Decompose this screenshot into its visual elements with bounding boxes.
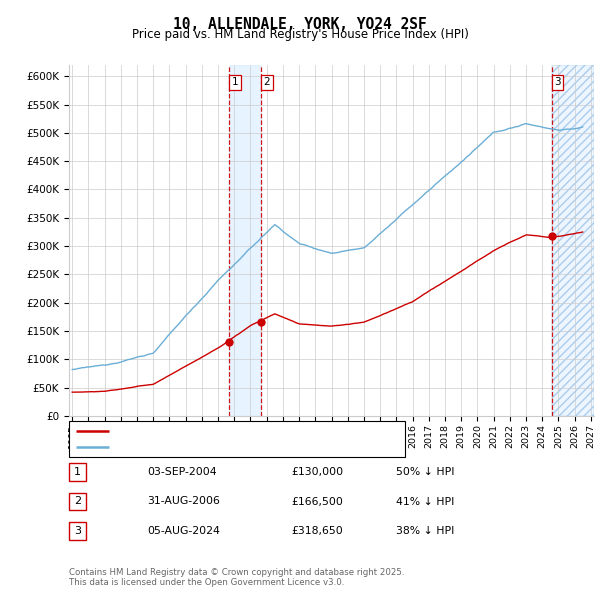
Text: 03-SEP-2004: 03-SEP-2004 — [147, 467, 217, 477]
Text: £130,000: £130,000 — [291, 467, 343, 477]
Bar — [552, 65, 594, 416]
Text: 2: 2 — [74, 497, 81, 506]
Text: 3: 3 — [74, 526, 81, 536]
Text: 38% ↓ HPI: 38% ↓ HPI — [396, 526, 454, 536]
Text: 05-AUG-2024: 05-AUG-2024 — [147, 526, 220, 536]
Text: £318,650: £318,650 — [291, 526, 343, 536]
Text: 50% ↓ HPI: 50% ↓ HPI — [396, 467, 455, 477]
Text: 10, ALLENDALE, YORK, YO24 2SF (detached house): 10, ALLENDALE, YORK, YO24 2SF (detached … — [115, 426, 370, 436]
Text: Contains HM Land Registry data © Crown copyright and database right 2025.
This d: Contains HM Land Registry data © Crown c… — [69, 568, 404, 587]
Text: HPI: Average price, detached house, York: HPI: Average price, detached house, York — [115, 442, 320, 452]
Bar — [229, 65, 261, 416]
Text: £166,500: £166,500 — [291, 497, 343, 506]
Text: 10, ALLENDALE, YORK, YO24 2SF: 10, ALLENDALE, YORK, YO24 2SF — [173, 17, 427, 31]
Text: 31-AUG-2006: 31-AUG-2006 — [147, 497, 220, 506]
Text: 41% ↓ HPI: 41% ↓ HPI — [396, 497, 454, 506]
Bar — [552, 65, 594, 416]
Text: 3: 3 — [554, 77, 561, 87]
Text: 1: 1 — [232, 77, 238, 87]
Text: 1: 1 — [74, 467, 81, 477]
Text: 2: 2 — [263, 77, 270, 87]
Text: Price paid vs. HM Land Registry's House Price Index (HPI): Price paid vs. HM Land Registry's House … — [131, 28, 469, 41]
